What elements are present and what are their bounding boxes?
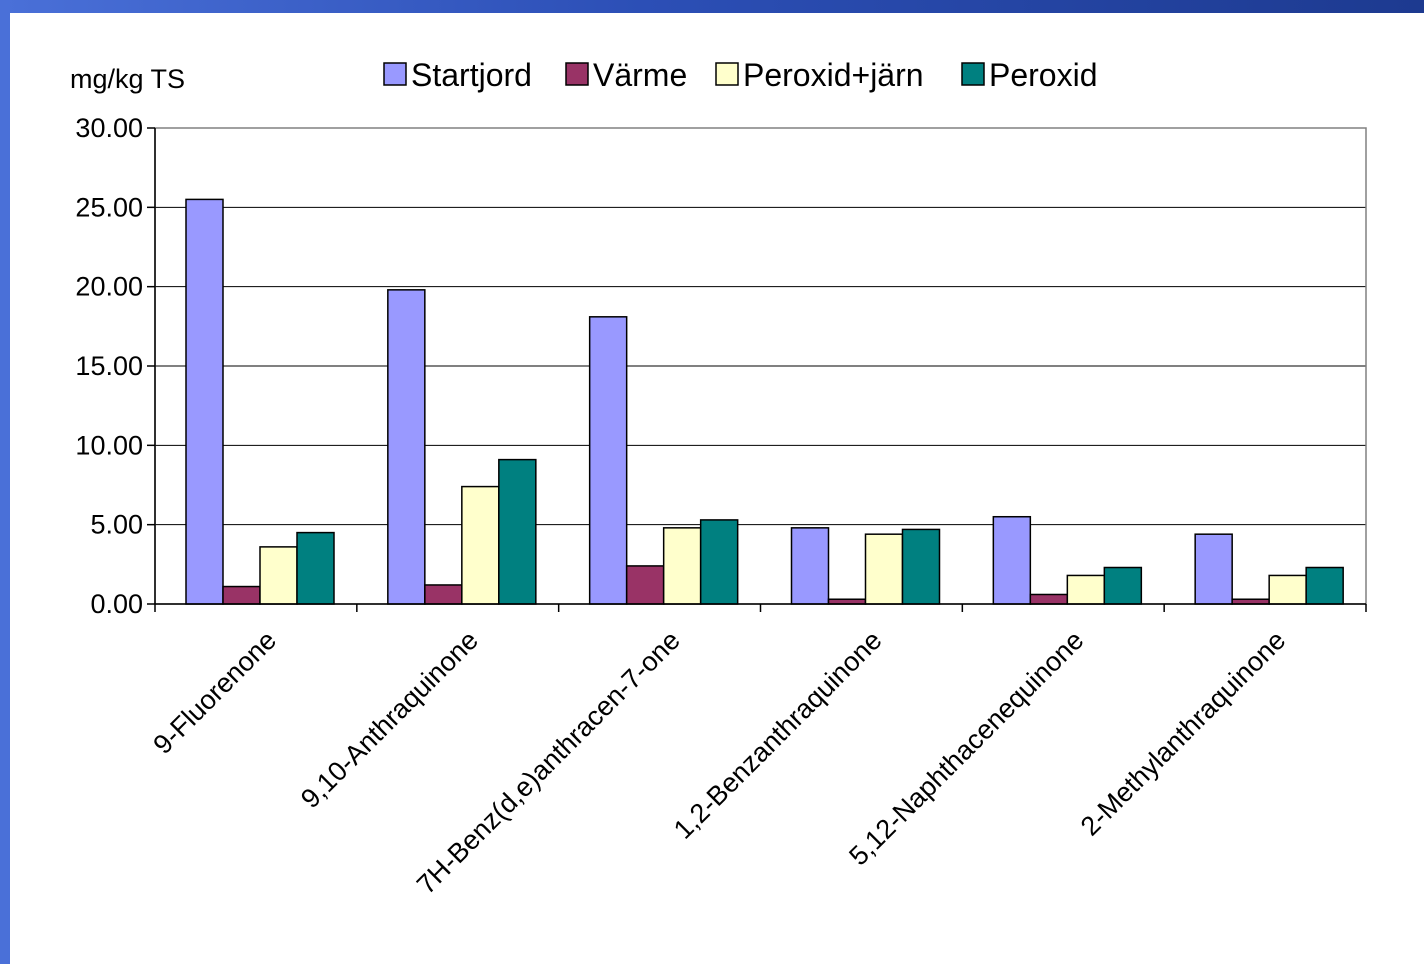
bar: [992, 515, 1032, 605]
bar: [185, 198, 224, 605]
category-labels: 9-Fluorenone 9,10-Anthraquinone7H-Benz(d,…: [147, 625, 1291, 900]
y-tick-label: 15.00: [75, 351, 143, 381]
bar: [498, 458, 537, 605]
bar: [1268, 574, 1307, 605]
legend-swatch: [565, 62, 589, 86]
legend-label: Peroxid+järn: [743, 57, 924, 93]
chart-panel: mg/kg TS Startjord Värme Peroxid+järn Perox…: [10, 13, 1424, 964]
bar: [1194, 533, 1233, 605]
bar: [662, 527, 702, 605]
y-tick-label: 10.00: [75, 430, 143, 460]
category-label: 5,12-Naphthacenequinone: [843, 625, 1089, 871]
bar: [1305, 566, 1344, 605]
y-tick-label: 5.00: [90, 510, 143, 540]
y-axis-label: mg/kg TS: [70, 64, 185, 94]
gridlines: [154, 127, 1367, 605]
legend-swatch: [383, 62, 407, 86]
y-tick-labels: 0.00 5.00 10.00 15.00 20.00 25.00 30.00: [75, 113, 143, 619]
bar: [461, 485, 500, 605]
bar-chart: mg/kg TS Startjord Värme Peroxid+järn Perox…: [70, 57, 1367, 900]
y-tick-label: 25.00: [75, 192, 143, 222]
bar: [424, 584, 463, 605]
category-label: 2-Methylanthraquinone: [1075, 625, 1292, 842]
category-label: 9,10-Anthraquinone: [295, 625, 484, 814]
bar: [296, 531, 335, 605]
bar: [222, 585, 261, 605]
legend-swatch: [961, 62, 985, 86]
legend-swatch: [715, 62, 739, 86]
bar: [901, 528, 941, 605]
y-tick-label: 20.00: [75, 272, 143, 302]
legend-label: Peroxid: [989, 57, 1098, 93]
bars: [185, 198, 1344, 605]
category-label: 1,2-Benzanthraquinone: [668, 625, 888, 845]
bar: [259, 546, 298, 605]
category-label: 9-Fluorenone: [147, 625, 282, 760]
y-tick-label: 0.00: [90, 589, 143, 619]
bar: [588, 316, 628, 605]
y-tick-label: 30.00: [75, 113, 143, 143]
bar: [790, 527, 830, 605]
bar: [625, 565, 665, 605]
bar: [1066, 574, 1106, 605]
axes: [147, 127, 1367, 612]
bar: [387, 289, 426, 605]
bar: [699, 519, 739, 605]
bar: [1029, 593, 1069, 605]
legend: Startjord Värme Peroxid+järn Peroxid: [383, 57, 1098, 93]
bar: [864, 533, 904, 605]
legend-label: Värme: [593, 57, 687, 93]
legend-label: Startjord: [411, 57, 532, 93]
bar: [1103, 566, 1143, 605]
